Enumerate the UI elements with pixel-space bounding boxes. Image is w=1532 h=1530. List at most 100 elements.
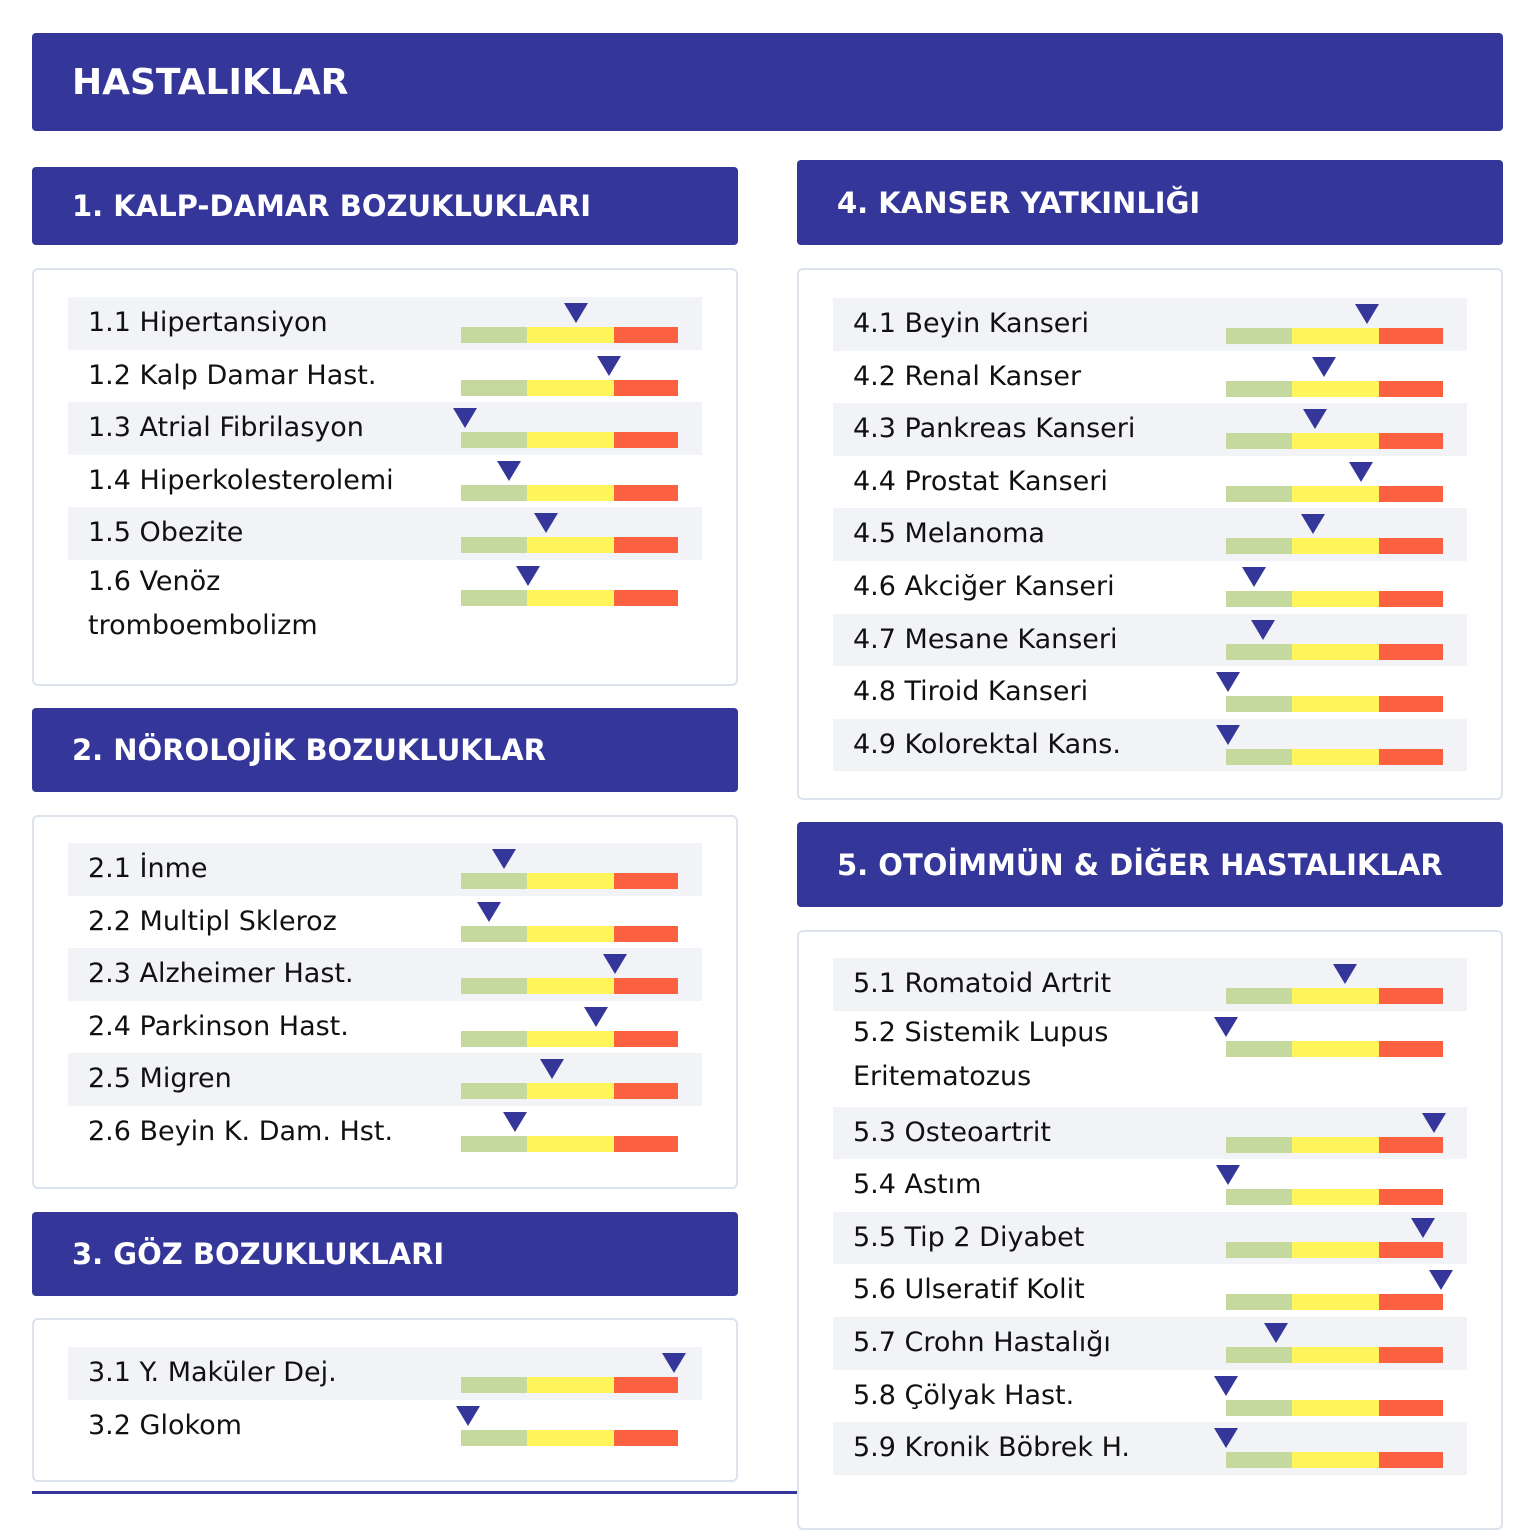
gauge-segment: [614, 590, 678, 606]
gauge-segment: [1292, 328, 1379, 344]
gauge-segment: [1379, 485, 1443, 502]
item-label: 4.5 Melanoma: [853, 518, 1045, 550]
gauge-segment: [1379, 380, 1443, 397]
risk-marker: [1411, 1217, 1436, 1238]
risk-marker: [516, 566, 541, 586]
gauge-segment: [1292, 485, 1379, 502]
gauge-segment: [614, 432, 678, 449]
gauge-segment: [614, 1030, 678, 1047]
section-header: 3. GÖZ BOZUKLUKLARI: [32, 1212, 738, 1296]
item-label: 5.1 Romatoid Artrit: [853, 968, 1112, 999]
risk-marker: [1214, 1375, 1238, 1396]
risk-marker: [453, 408, 478, 429]
risk-marker: [1355, 304, 1380, 324]
item-label: 1.5 Obezite: [88, 517, 244, 549]
gauge-segment: [527, 379, 614, 396]
gauge-segment: [527, 978, 614, 995]
risk-gauge: [461, 484, 678, 501]
risk-gauge: [1226, 1399, 1443, 1416]
gauge-segment: [1379, 696, 1443, 713]
gauge-segment: [1292, 1399, 1379, 1416]
risk-gauge: [1226, 485, 1443, 502]
risk-gauge: [461, 379, 678, 396]
gauge-segment: [1226, 1189, 1292, 1206]
item-label: 3.2 Glokom: [88, 1409, 242, 1441]
gauge-segment: [1379, 1136, 1443, 1153]
gauge-segment: [1226, 1040, 1292, 1057]
item-label: 5.7 Crohn Hastalığı: [853, 1327, 1111, 1358]
item-label: 3.1 Y. Maküler Dej.: [88, 1357, 337, 1388]
risk-gauge: [461, 978, 678, 995]
gauge-segment: [1379, 1294, 1443, 1311]
gauge-segment: [527, 1136, 614, 1152]
risk-marker: [503, 1112, 528, 1132]
item-label: 5.5 Tip 2 Diyabet: [853, 1221, 1085, 1253]
gauge-segment: [1292, 696, 1379, 713]
page-title: HASTALIKLAR: [32, 33, 1503, 131]
gauge-segment: [1226, 748, 1292, 765]
gauge-segment: [461, 925, 527, 942]
gauge-segment: [527, 537, 614, 554]
gauge-segment: [527, 1377, 614, 1393]
gauge-segment: [1226, 1294, 1292, 1311]
risk-gauge: [1226, 1241, 1443, 1258]
risk-gauge: [1226, 380, 1443, 397]
risk-marker: [477, 901, 502, 922]
item-label: 5.4 Astım: [853, 1169, 982, 1201]
risk-marker: [492, 849, 517, 869]
risk-gauge: [461, 590, 678, 606]
gauge-segment: [1226, 328, 1292, 344]
risk-marker: [496, 460, 521, 481]
item-label: 2.3 Alzheimer Hast.: [88, 958, 354, 990]
risk-marker: [1216, 1165, 1241, 1186]
gauge-segment: [1292, 1040, 1379, 1057]
gauge-segment: [614, 1429, 678, 1446]
item-label: 1.6 Venöz tromboembolizm: [88, 566, 318, 641]
risk-marker: [564, 303, 588, 323]
risk-marker: [1216, 672, 1241, 693]
risk-gauge: [461, 1136, 678, 1152]
gauge-segment: [461, 1136, 527, 1152]
item-label: 2.1 İnme: [88, 853, 208, 884]
section-panel: [32, 1318, 738, 1482]
risk-gauge: [461, 327, 678, 343]
risk-gauge: [1226, 988, 1443, 1004]
risk-marker: [596, 355, 621, 376]
item-label: 1.4 Hiperkolesterolemi: [88, 464, 394, 496]
risk-gauge: [461, 432, 678, 449]
gauge-segment: [527, 327, 614, 343]
bottom-rule: [32, 1491, 1503, 1494]
section-header: 5. OTOİMMÜN & DİĞER HASTALIKLAR: [797, 822, 1503, 907]
gauge-segment: [1292, 748, 1379, 765]
gauge-segment: [1379, 1040, 1443, 1057]
item-label: 4.9 Kolorektal Kans.: [853, 728, 1121, 760]
gauge-segment: [614, 925, 678, 942]
item-label: 5.8 Çölyak Hast.: [853, 1379, 1075, 1411]
gauge-segment: [461, 432, 527, 449]
risk-marker: [1302, 409, 1327, 430]
gauge-segment: [1379, 538, 1443, 555]
risk-gauge: [1226, 696, 1443, 713]
risk-marker: [1311, 356, 1336, 377]
gauge-segment: [1292, 591, 1379, 607]
gauge-segment: [461, 537, 527, 554]
gauge-segment: [461, 873, 527, 889]
gauge-segment: [1292, 380, 1379, 397]
item-label: 5.3 Osteoartrit: [853, 1116, 1051, 1148]
gauge-segment: [1292, 1189, 1379, 1206]
gauge-segment: [1379, 988, 1443, 1004]
risk-gauge: [1226, 328, 1443, 344]
risk-marker: [1263, 1323, 1288, 1343]
gauge-segment: [461, 590, 527, 606]
item-label: 1.3 Atrial Fibrilasyon: [88, 412, 364, 444]
gauge-segment: [614, 978, 678, 995]
gauge-segment: [1292, 1294, 1379, 1311]
gauge-segment: [1226, 1347, 1292, 1363]
item-label: 5.2 Sistemik Lupus Eritematozus: [853, 1016, 1109, 1092]
gauge-segment: [1226, 380, 1292, 397]
risk-gauge: [461, 1083, 678, 1100]
item-label: 4.2 Renal Kanser: [853, 360, 1082, 392]
risk-gauge: [461, 1030, 678, 1047]
gauge-segment: [461, 1377, 527, 1393]
